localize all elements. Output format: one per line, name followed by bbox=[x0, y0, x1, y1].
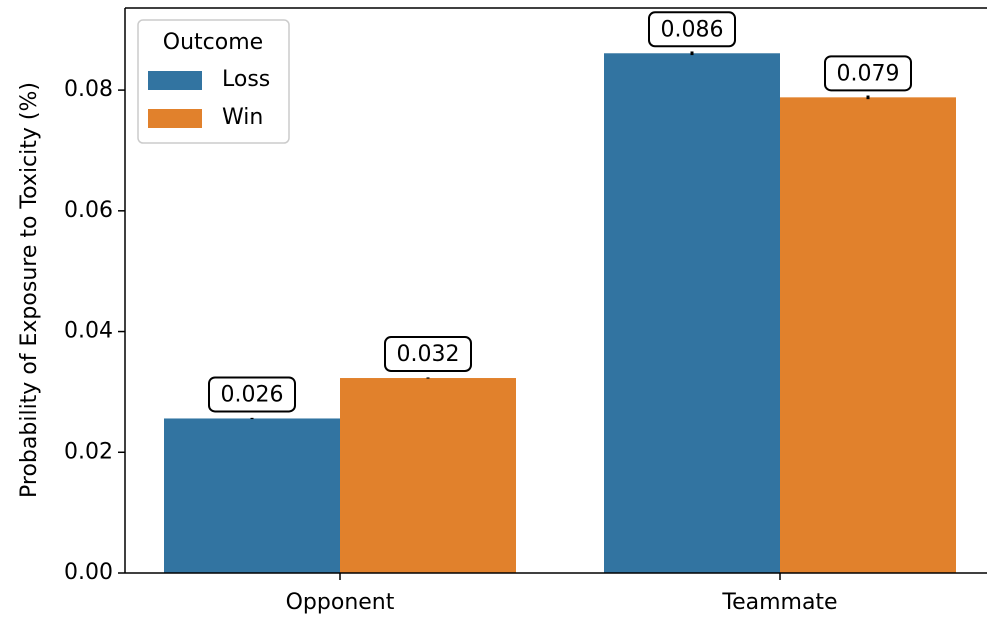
x-tick-label: Opponent bbox=[286, 590, 395, 615]
value-label-box bbox=[208, 376, 296, 413]
y-axis-label: Probability of Exposure to Toxicity (%) bbox=[17, 82, 42, 498]
value-label: 0.026 bbox=[208, 376, 296, 413]
value-label-box bbox=[824, 55, 912, 92]
bar bbox=[604, 53, 780, 573]
bar bbox=[780, 97, 956, 573]
y-tick-label: 0.00 bbox=[64, 560, 113, 585]
value-label-text: 0.032 bbox=[397, 342, 460, 367]
legend-label: Loss bbox=[222, 67, 270, 92]
bar bbox=[340, 378, 516, 573]
value-label-text: 0.026 bbox=[221, 382, 284, 407]
value-label-box bbox=[384, 336, 472, 373]
y-tick-label: 0.04 bbox=[64, 319, 113, 344]
value-label-text: 0.086 bbox=[661, 17, 724, 42]
value-label: 0.079 bbox=[824, 55, 912, 92]
y-tick-label: 0.06 bbox=[64, 198, 113, 223]
legend-swatch bbox=[148, 71, 202, 90]
legend: Outcome Loss Win bbox=[137, 19, 290, 144]
value-label: 0.032 bbox=[384, 336, 472, 373]
legend-swatch bbox=[148, 109, 202, 128]
x-tick-label: Teammate bbox=[721, 590, 837, 615]
y-tick-label: 0.08 bbox=[64, 77, 113, 102]
legend-title: Outcome bbox=[163, 30, 263, 55]
value-label-text: 0.079 bbox=[837, 61, 900, 86]
value-label: 0.086 bbox=[648, 11, 736, 48]
value-label-box bbox=[648, 11, 736, 48]
legend-label: Win bbox=[222, 105, 263, 130]
y-tick-label: 0.02 bbox=[64, 439, 113, 464]
bar bbox=[164, 418, 340, 573]
